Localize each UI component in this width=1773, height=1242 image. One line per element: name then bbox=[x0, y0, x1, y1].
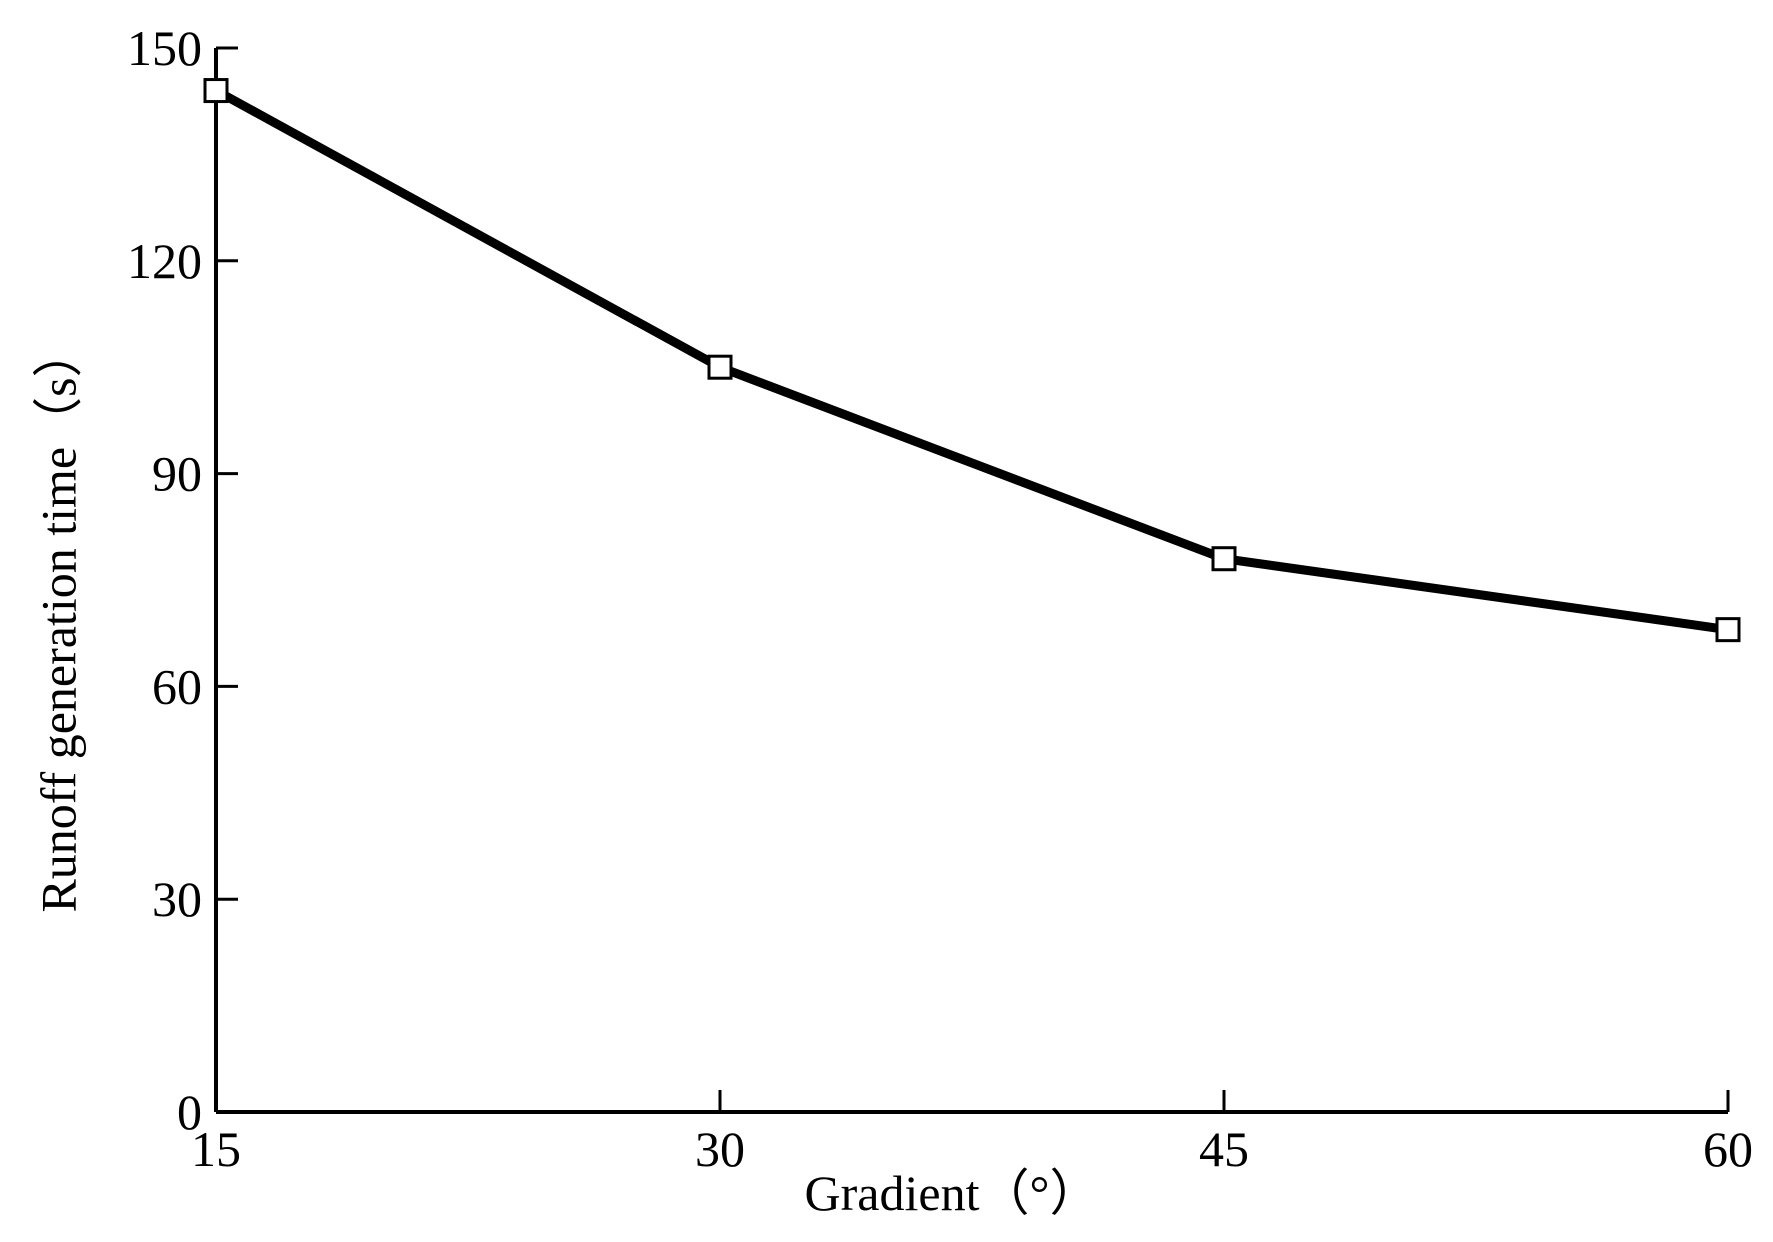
x-tick-label: 60 bbox=[1703, 1121, 1753, 1177]
y-tick-label: 60 bbox=[152, 658, 202, 714]
y-tick-label: 30 bbox=[152, 871, 202, 927]
y-axis-title: Runoff generation time（s） bbox=[30, 327, 86, 912]
x-tick-label: 45 bbox=[1199, 1121, 1249, 1177]
data-point-marker bbox=[203, 78, 229, 104]
data-point-marker bbox=[707, 354, 733, 380]
x-tick-label: 15 bbox=[191, 1121, 241, 1177]
x-axis-title: Gradient（°） bbox=[805, 1165, 1100, 1221]
y-tick-label: 0 bbox=[177, 1084, 202, 1140]
series-group bbox=[203, 78, 1741, 643]
data-point-marker bbox=[1211, 546, 1237, 572]
y-tick-label: 90 bbox=[152, 446, 202, 502]
axes bbox=[214, 48, 1728, 1114]
series-line bbox=[211, 86, 1733, 635]
y-tick-label: 150 bbox=[127, 20, 202, 76]
y-axis-ticks: 0 30 60 90 120 150 bbox=[127, 20, 238, 1140]
data-point-marker bbox=[1715, 617, 1741, 643]
x-tick-label: 30 bbox=[695, 1121, 745, 1177]
y-tick-label: 120 bbox=[127, 233, 202, 289]
x-axis-ticks: 15 30 45 60 bbox=[191, 1090, 1753, 1177]
